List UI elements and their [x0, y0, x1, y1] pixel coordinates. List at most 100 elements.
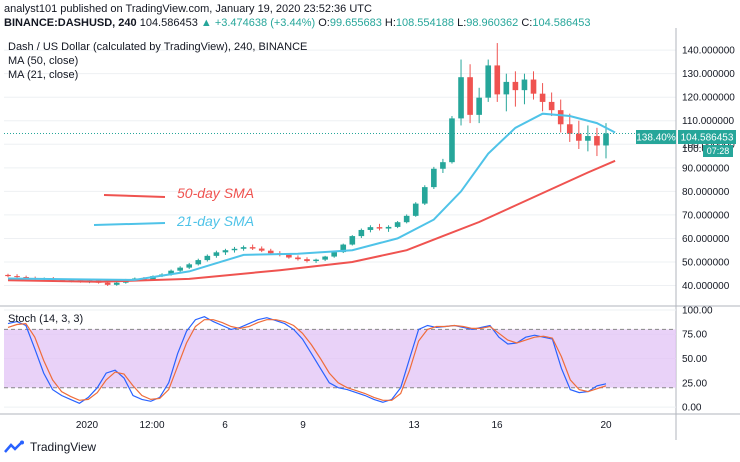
high-label: H: — [384, 17, 396, 29]
close-label: C: — [521, 17, 533, 29]
time-axis-label: 9 — [300, 420, 306, 431]
candle-body — [358, 229, 365, 237]
close-value: 104.586453 — [532, 17, 591, 29]
price-axis-label: 50.000000 — [682, 257, 730, 268]
candle-body — [585, 136, 591, 141]
footer-brand[interactable]: TradingView — [4, 440, 96, 454]
candle-body — [14, 276, 20, 278]
candle-body — [258, 248, 265, 251]
tradingview-logo-icon — [4, 440, 24, 453]
candle-body — [286, 254, 292, 258]
candle-body — [204, 255, 211, 261]
sma50-annotation-line — [103, 194, 166, 198]
price-axis-label: 120.000000 — [682, 93, 735, 104]
candle-body — [104, 282, 111, 285]
timer-badge: 07:28 — [707, 146, 730, 156]
candle-body — [367, 227, 374, 230]
candle-body — [594, 136, 600, 146]
stoch-k-line — [7, 316, 607, 404]
time-axis-label: 20 — [600, 420, 612, 431]
candle-body — [603, 133, 609, 146]
stoch-d-line — [7, 319, 607, 401]
candle-body — [168, 270, 174, 275]
candle-body — [304, 259, 310, 262]
candle-body — [340, 244, 347, 253]
price-badge-bg — [678, 130, 736, 144]
sma50-annotation-label: 50-day SMA — [177, 185, 254, 201]
candle-body — [376, 227, 383, 229]
candle-body — [530, 79, 537, 94]
candle-body — [240, 247, 247, 249]
price-axis-label: 70.000000 — [682, 210, 730, 221]
price-axis-label: 140.000000 — [682, 46, 735, 57]
open-value: 99.655683 — [329, 17, 382, 29]
stoch-axis-label: 75.00 — [682, 330, 707, 341]
candle-body — [476, 97, 482, 115]
price-axis-label: 90.000000 — [682, 163, 730, 174]
legend-ma21[interactable]: MA (21, close) — [8, 69, 79, 81]
candle-body — [557, 110, 564, 125]
legend-ma50[interactable]: MA (50, close) — [8, 55, 79, 67]
stoch-label: Stoch (14, 3, 3) — [8, 313, 83, 325]
candle-body — [566, 124, 573, 134]
candle-body — [494, 65, 501, 95]
candle-body — [548, 101, 555, 111]
sma21-annotation-label: 21-day SMA — [176, 213, 254, 229]
time-axis-label: 2020 — [76, 420, 99, 431]
candle-body — [267, 250, 274, 254]
candle-body — [322, 256, 328, 260]
candle-body — [431, 168, 437, 188]
chart-canvas[interactable]: 50-day SMA 21-day SMA 40.000000 50.000000… — [0, 0, 740, 440]
chart-title: Dash / US Dollar (calculated by TradingV… — [8, 41, 308, 53]
symbol-bar: BINANCE:DASHUSD, 240 104.586453 ▲ +3.474… — [4, 17, 590, 29]
price-axis-label: 130.000000 — [682, 69, 735, 80]
low-label: L: — [457, 17, 467, 29]
candle-body — [177, 267, 183, 271]
candle-body — [449, 118, 455, 163]
stoch-band — [4, 329, 676, 388]
ma50-line — [7, 159, 616, 283]
candle-body — [23, 277, 29, 279]
high-value: 108.554188 — [395, 17, 455, 29]
candle-body — [521, 79, 528, 91]
candle-body — [440, 162, 446, 169]
candle-body — [539, 93, 546, 102]
open-label: O: — [318, 17, 330, 29]
candle-body — [313, 259, 319, 262]
price-axis-label: 60.000000 — [682, 234, 730, 245]
candle-body — [186, 264, 193, 268]
time-axis-label: 16 — [491, 420, 503, 431]
price-axis-label: 40.000000 — [682, 281, 730, 292]
candle-body — [403, 215, 410, 223]
candle-body — [295, 257, 301, 260]
candle-body — [5, 274, 11, 277]
candle-body — [213, 252, 220, 256]
candle-body — [249, 247, 256, 249]
candle-body — [458, 77, 464, 119]
candle-body — [421, 187, 428, 204]
candle-body — [195, 260, 202, 265]
symbol-pair[interactable]: BINANCE:DASHUSD, 240 — [4, 17, 137, 29]
candle-body — [331, 252, 337, 257]
time-axis-label: 13 — [408, 420, 420, 431]
candle-body — [576, 133, 582, 141]
candle-body — [222, 250, 229, 253]
time-axis-label: 6 — [222, 420, 228, 431]
candle-body — [412, 203, 419, 216]
timer-badge-bg — [703, 145, 733, 157]
price-axis-label: 80.000000 — [682, 187, 730, 198]
price-change: ▲ +3.474638 (+3.44%) — [200, 17, 316, 29]
candle-body — [394, 222, 401, 227]
candle-body — [503, 81, 510, 95]
chart-legend: Dash / US Dollar (calculated by TradingV… — [8, 40, 307, 82]
time-axis-label: 12:00 — [139, 420, 164, 431]
price-axis-label: 110.000000 — [682, 116, 735, 127]
stoch-axis-label: 50.00 — [682, 354, 707, 365]
percent-badge-bg — [636, 130, 676, 144]
percent-badge: 138.40% — [636, 133, 676, 144]
stoch-axis-label: 100.00 — [682, 305, 713, 316]
candle-body — [467, 77, 473, 115]
sma21-annotation-line — [93, 222, 166, 226]
candle-body — [231, 248, 238, 251]
candle-body — [113, 282, 120, 285]
